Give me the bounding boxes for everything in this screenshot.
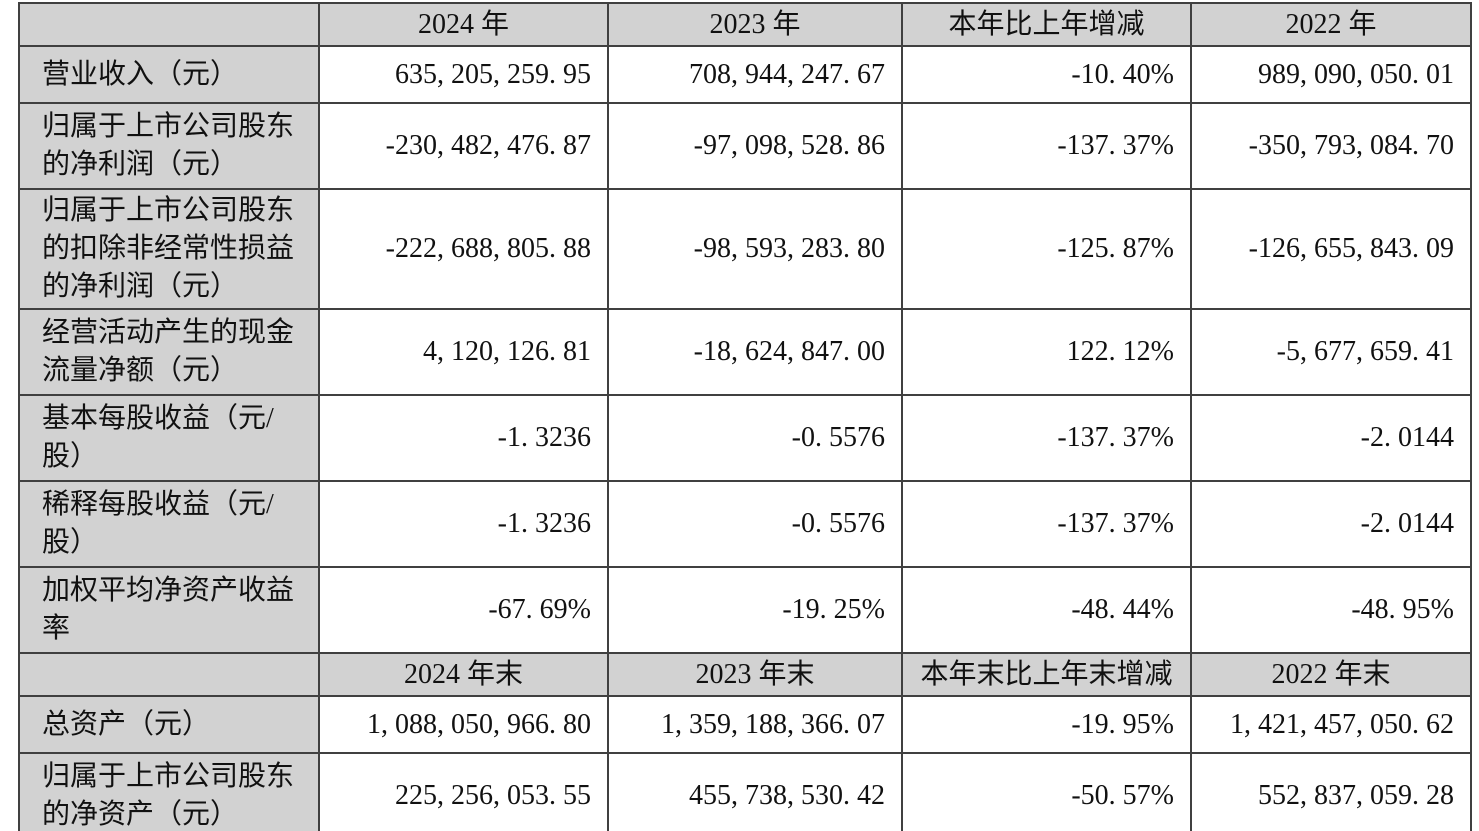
col-header-2022-eoy: 2022 年末 bbox=[1190, 652, 1472, 697]
financial-summary-table: 2024 年 2023 年 本年比上年增减 2022 年 营业收入（元） 635… bbox=[18, 2, 1472, 831]
value-cell: -1. 3236 bbox=[318, 480, 609, 568]
annual-header-row: 2024 年 2023 年 本年比上年增减 2022 年 bbox=[18, 2, 1472, 47]
col-header-yoy-change: 本年比上年增减 bbox=[901, 2, 1192, 47]
corner-cell bbox=[18, 2, 320, 47]
row-label: 总资产（元） bbox=[18, 695, 320, 754]
value-cell: -0. 5576 bbox=[607, 480, 903, 568]
value-cell: 635, 205, 259. 95 bbox=[318, 45, 609, 104]
value-cell: -2. 0144 bbox=[1190, 480, 1472, 568]
row-label: 加权平均净资产收益率 bbox=[18, 566, 320, 654]
value-cell: -98, 593, 283. 80 bbox=[607, 188, 903, 310]
value-cell: 1, 088, 050, 966. 80 bbox=[318, 695, 609, 754]
change-cell: -10. 40% bbox=[901, 45, 1192, 104]
value-cell: 1, 421, 457, 050. 62 bbox=[1190, 695, 1472, 754]
table-row-revenue: 营业收入（元） 635, 205, 259. 95 708, 944, 247.… bbox=[18, 45, 1472, 104]
value-cell: -19. 25% bbox=[607, 566, 903, 654]
value-cell: -1. 3236 bbox=[318, 394, 609, 482]
col-header-eoy-change: 本年末比上年末增减 bbox=[901, 652, 1192, 697]
change-cell: -48. 44% bbox=[901, 566, 1192, 654]
value-cell: -67. 69% bbox=[318, 566, 609, 654]
col-header-2023-eoy: 2023 年末 bbox=[607, 652, 903, 697]
table-row-basic-eps: 基本每股收益（元/股） -1. 3236 -0. 5576 -137. 37% … bbox=[18, 394, 1472, 482]
row-label: 归属于上市公司股东的净资产（元） bbox=[18, 752, 320, 831]
value-cell: -222, 688, 805. 88 bbox=[318, 188, 609, 310]
value-cell: -5, 677, 659. 41 bbox=[1190, 308, 1472, 396]
table-row-operating-cash-flow: 经营活动产生的现金流量净额（元） 4, 120, 126. 81 -18, 62… bbox=[18, 308, 1472, 396]
value-cell: -2. 0144 bbox=[1190, 394, 1472, 482]
corner-cell bbox=[18, 652, 320, 697]
value-cell: -350, 793, 084. 70 bbox=[1190, 102, 1472, 190]
value-cell: 225, 256, 053. 55 bbox=[318, 752, 609, 831]
col-header-2023: 2023 年 bbox=[607, 2, 903, 47]
table-row-weighted-avg-roe: 加权平均净资产收益率 -67. 69% -19. 25% -48. 44% -4… bbox=[18, 566, 1472, 654]
change-cell: 122. 12% bbox=[901, 308, 1192, 396]
table-row-total-assets: 总资产（元） 1, 088, 050, 966. 80 1, 359, 188,… bbox=[18, 695, 1472, 754]
col-header-2024-eoy: 2024 年末 bbox=[318, 652, 609, 697]
change-cell: -137. 37% bbox=[901, 480, 1192, 568]
table-row-diluted-eps: 稀释每股收益（元/股） -1. 3236 -0. 5576 -137. 37% … bbox=[18, 480, 1472, 568]
table-row-net-assets: 归属于上市公司股东的净资产（元） 225, 256, 053. 55 455, … bbox=[18, 752, 1472, 831]
row-label: 基本每股收益（元/股） bbox=[18, 394, 320, 482]
value-cell: -48. 95% bbox=[1190, 566, 1472, 654]
change-cell: -50. 57% bbox=[901, 752, 1192, 831]
value-cell: 989, 090, 050. 01 bbox=[1190, 45, 1472, 104]
row-label: 稀释每股收益（元/股） bbox=[18, 480, 320, 568]
change-cell: -137. 37% bbox=[901, 394, 1192, 482]
value-cell: 455, 738, 530. 42 bbox=[607, 752, 903, 831]
value-cell: -18, 624, 847. 00 bbox=[607, 308, 903, 396]
value-cell: 4, 120, 126. 81 bbox=[318, 308, 609, 396]
row-label: 归属于上市公司股东的净利润（元） bbox=[18, 102, 320, 190]
row-label: 营业收入（元） bbox=[18, 45, 320, 104]
change-cell: -137. 37% bbox=[901, 102, 1192, 190]
row-label: 归属于上市公司股东的扣除非经常性损益的净利润（元） bbox=[18, 188, 320, 310]
change-cell: -125. 87% bbox=[901, 188, 1192, 310]
eoy-header-row: 2024 年末 2023 年末 本年末比上年末增减 2022 年末 bbox=[18, 652, 1472, 697]
row-label: 经营活动产生的现金流量净额（元） bbox=[18, 308, 320, 396]
value-cell: 708, 944, 247. 67 bbox=[607, 45, 903, 104]
value-cell: 1, 359, 188, 366. 07 bbox=[607, 695, 903, 754]
value-cell: -97, 098, 528. 86 bbox=[607, 102, 903, 190]
value-cell: 552, 837, 059. 28 bbox=[1190, 752, 1472, 831]
value-cell: -126, 655, 843. 09 bbox=[1190, 188, 1472, 310]
value-cell: -230, 482, 476. 87 bbox=[318, 102, 609, 190]
change-cell: -19. 95% bbox=[901, 695, 1192, 754]
table-row-net-profit-excl-nonrecurring: 归属于上市公司股东的扣除非经常性损益的净利润（元） -222, 688, 805… bbox=[18, 188, 1472, 310]
value-cell: -0. 5576 bbox=[607, 394, 903, 482]
col-header-2022: 2022 年 bbox=[1190, 2, 1472, 47]
col-header-2024: 2024 年 bbox=[318, 2, 609, 47]
table-row-net-profit: 归属于上市公司股东的净利润（元） -230, 482, 476. 87 -97,… bbox=[18, 102, 1472, 190]
